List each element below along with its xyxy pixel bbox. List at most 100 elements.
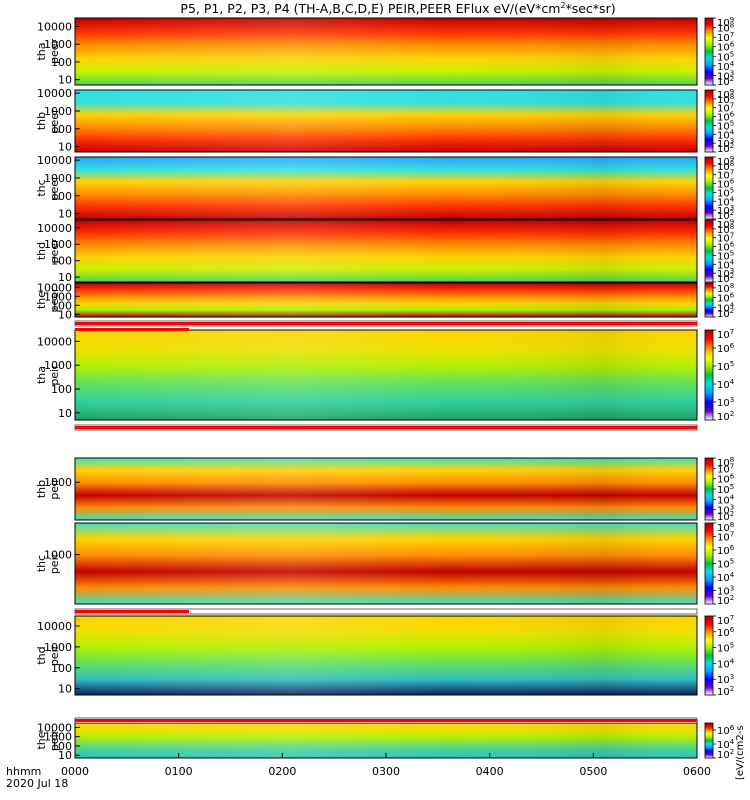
- panel-frame: [74, 329, 698, 421]
- y-tick-label: 100: [51, 662, 72, 675]
- colorbar: [705, 157, 713, 219]
- y-axis-probe-label: the: [35, 291, 48, 309]
- status-bars: [74, 320, 698, 724]
- y-tick-label: 10000: [37, 222, 72, 235]
- y-tick-label: 10000: [37, 20, 72, 33]
- time-axis: 0000 0100 0200 0300 0400 0500 0600: [61, 753, 711, 778]
- panel-frame: [74, 219, 698, 283]
- colorbar-tick-label: 106: [717, 724, 735, 737]
- y-tick-label: 100: [51, 383, 72, 396]
- colorbar-frame: [704, 219, 714, 283]
- y-tick-label: 10: [58, 271, 72, 284]
- x-tick-label: 0400: [476, 765, 504, 778]
- y-axis-species-label: peer: [48, 238, 61, 264]
- colorbar: [705, 18, 713, 85]
- colorbar: [705, 330, 713, 420]
- y-axis-probe-label: tha: [35, 366, 48, 384]
- y-axis-species-label: peir: [48, 729, 61, 751]
- colorbar-tick-label: 102: [717, 410, 734, 423]
- colorbar: [705, 283, 713, 317]
- y-tick-label: 100: [51, 123, 72, 136]
- colorbar: [705, 723, 713, 758]
- y-tick-label: 1000: [44, 172, 72, 185]
- colorbar-frame: [704, 329, 714, 421]
- y-tick-label: 1000: [44, 359, 72, 372]
- colorbar: [705, 458, 713, 520]
- spectrogram-shading: [75, 723, 697, 758]
- y-axis-probe-label: thd: [35, 646, 48, 664]
- colorbar: [705, 616, 713, 695]
- colorbar: [705, 90, 713, 152]
- y-tick-label: 100: [51, 190, 72, 203]
- y-tick-label: 100: [51, 56, 72, 69]
- colorbar-tick-label: 105: [717, 558, 734, 571]
- x-tick-label: 0000: [61, 765, 89, 778]
- colorbar-tick-label: 106: [717, 626, 735, 639]
- x-tick-label: 0300: [372, 765, 400, 778]
- status-bar: [74, 320, 698, 331]
- colorbar: [705, 523, 713, 604]
- y-tick-label: 10000: [37, 721, 72, 734]
- spectrogram-shading: [75, 616, 697, 695]
- y-tick-label: 100: [51, 740, 72, 753]
- y-tick-label: 10000: [37, 87, 72, 100]
- panel-frame: [74, 522, 698, 605]
- footer-date: 2020 Jul 18: [6, 777, 68, 790]
- y-tick-label: 10: [58, 208, 72, 221]
- status-bar-red: [75, 610, 190, 613]
- colorbar-frame: [704, 722, 714, 759]
- spectrogram-shading: [75, 283, 697, 317]
- colorbar: [705, 220, 713, 282]
- y-axis-species-label: peir: [48, 644, 61, 666]
- y-axis-species-label: peir: [48, 364, 61, 386]
- panel-frame: [74, 457, 698, 521]
- spectrogram-shading: [75, 330, 697, 420]
- y-tick-label: 1000: [44, 476, 72, 489]
- panel-frame: [74, 156, 698, 220]
- spectrogram-shading: [75, 90, 697, 152]
- panel-frame: [74, 89, 698, 153]
- y-axis-probe-label: thc: [35, 555, 48, 572]
- y-axis-species-label: peir: [48, 478, 61, 500]
- y-axis-probe-label: thb: [35, 480, 48, 498]
- status-bar: [74, 608, 698, 615]
- y-tick-label: 10000: [37, 335, 72, 348]
- colorbar-tick-label: 104: [717, 571, 735, 584]
- colorbar-frame: [704, 156, 714, 220]
- status-bar-red: [75, 719, 697, 722]
- y-axis-species-label: peer: [48, 39, 61, 65]
- status-bar-red: [75, 426, 697, 429]
- x-tick-label: 0200: [268, 765, 296, 778]
- panel-frame: [74, 615, 698, 696]
- x-tick-label: 0500: [579, 765, 607, 778]
- status-bar-red: [75, 322, 697, 325]
- figure-title: P5, P1, P2, P3, P4 (TH-A,B,C,D,E) PEIR,P…: [180, 1, 615, 16]
- y-axis-probe-label: the: [35, 731, 48, 749]
- y-tick-label: 1000: [44, 731, 72, 744]
- y-tick-label: 1000: [44, 238, 72, 251]
- y-axis-species-label: peer: [48, 287, 61, 313]
- colorbar-tick-label: 104: [717, 657, 735, 670]
- y-tick-label: 10: [58, 308, 72, 321]
- y-tick-label: 1000: [44, 641, 72, 654]
- colorbar-tick-label: 105: [717, 360, 734, 373]
- y-tick-label: 10: [58, 141, 72, 154]
- y-tick-label: 10000: [37, 154, 72, 167]
- colorbar-tick-label: 107: [717, 328, 734, 341]
- y-tick-label: 1000: [44, 290, 72, 303]
- y-tick-label: 10000: [37, 620, 72, 633]
- colorbar-unit-label: [eV/(cm2-s: [735, 725, 746, 780]
- x-tick-label: 0100: [165, 765, 193, 778]
- y-tick-label: 1000: [44, 549, 72, 562]
- y-tick-label: 100: [51, 255, 72, 268]
- panel-frame: [74, 282, 698, 318]
- colorbar-frame: [704, 17, 714, 86]
- colorbar-frame: [704, 89, 714, 153]
